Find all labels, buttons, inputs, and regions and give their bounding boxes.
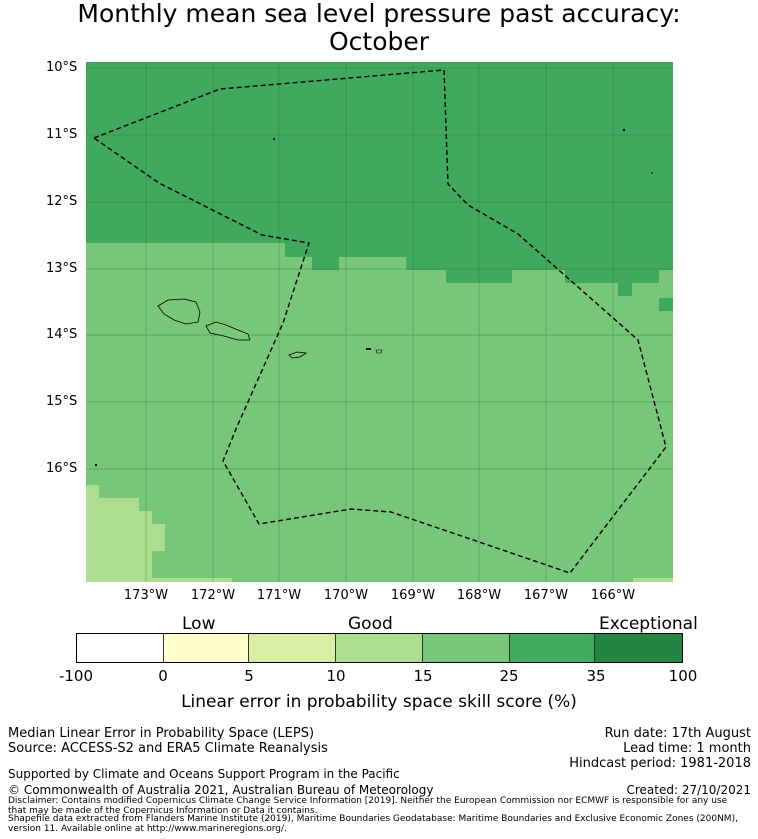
skill-region-good-low [86,485,232,582]
footer-created: Created: 27/10/2021 [626,783,751,797]
eez-boundary [92,69,667,574]
colorbar-tick: 100 [668,667,698,685]
skill-region-exceptional-spot [659,298,673,311]
colorbar-segment-5 [422,634,510,662]
footer-disclaimer-1: Disclaimer: Contains modified Copernicus… [8,796,728,806]
lon-label-170w: 170°W [323,588,369,603]
colorbar-tick: -100 [58,667,94,685]
lat-label-10s: 10°S [46,60,78,75]
lon-label-167w: 167°W [523,588,569,603]
colorbar-tick: 25 [499,667,519,685]
lon-label-166w: 166°W [590,588,636,603]
category-good: Good [348,614,393,634]
colorbar-tick: 15 [413,667,433,685]
island-manua-2 [375,349,383,354]
island-tutuila [288,351,308,359]
colorbar-tick: 35 [586,667,606,685]
category-low: Low [182,614,216,634]
footer-run-date: Run date: 17th August [604,726,751,741]
footer-source: Source: ACCESS-S2 and ERA5 Climate Reana… [8,741,328,756]
footer-hindcast: Hindcast period: 1981-2018 [569,756,751,771]
colorbar-segment-4 [336,634,423,662]
footer-lead-time: Lead time: 1 month [623,741,751,756]
island-dot-4 [94,463,98,467]
skill-region-exceptional [86,62,673,296]
lat-label-14s: 14°S [46,327,78,342]
colorbar-segment-7 [595,634,683,662]
title-line-2: October [328,27,430,56]
lat-label-16s: 16°S [46,461,78,476]
footer-leps: Median Linear Error in Probability Space… [8,726,315,741]
colorbar-segment-6 [509,634,596,662]
colorbar-label: Linear error in probability space skill … [181,692,577,712]
colorbar-segment-2 [163,634,250,662]
footer-copyright: © Commonwealth of Australia 2021, Austra… [8,783,434,797]
skill-region-good-low-corner [633,578,673,582]
colorbar-tick: 5 [244,667,254,685]
footer-disclaimer-2: that may be made of the Copernicus Infor… [8,806,318,816]
lat-label-12s: 12°S [46,194,78,209]
footer-shapefile-2: version 11. Available online at http://w… [8,824,287,834]
island-dot-3 [651,172,653,174]
colorbar-segment-1 [77,634,164,662]
colorbar-tick: 0 [158,667,168,685]
lat-label-11s: 11°S [46,127,78,142]
category-exceptional: Exceptional [599,614,698,634]
colorbar-segment-3 [249,634,337,662]
colorbar-tick: 10 [326,667,346,685]
gridlines [86,62,673,582]
colorbar [76,633,683,663]
lon-label-173w: 173°W [123,588,169,603]
lat-label-13s: 13°S [46,261,78,276]
lon-label-171w: 171°W [256,588,302,603]
title-line-1: Monthly mean sea level pressure past acc… [77,0,681,28]
island-dot-2 [622,128,626,132]
lon-label-172w: 172°W [190,588,236,603]
island-savaii [157,298,201,325]
island-upolu [205,321,251,341]
footer-support: Supported by Climate and Oceans Support … [8,767,400,781]
island-dot-1 [273,138,275,140]
lon-label-168w: 168°W [456,588,502,603]
lat-label-15s: 15°S [46,394,78,409]
skill-map [86,62,673,582]
island-manua-1 [366,348,371,350]
chart-title: Monthly mean sea level pressure past acc… [0,0,758,56]
lon-label-169w: 169°W [390,588,436,603]
footer-shapefile-1: Shapefile data extracted from Flanders M… [8,814,738,824]
